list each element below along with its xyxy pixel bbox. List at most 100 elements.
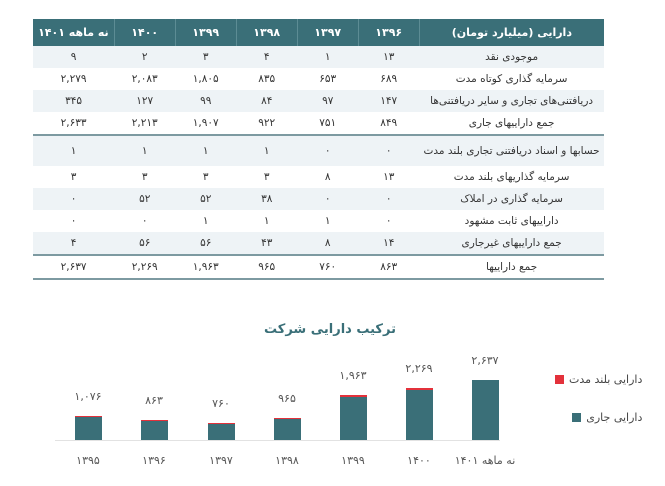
cell-value: ۴	[236, 46, 298, 68]
row-label: جمع داراییها	[419, 254, 604, 280]
bar	[406, 388, 433, 440]
cell-value: ۰	[297, 134, 359, 166]
row-label: جمع داراییهای جاری	[468, 117, 555, 129]
table-row: داراییهای ثابت مشهود ۰ ۱ ۱ ۱ ۰ ۰	[33, 210, 604, 232]
cell-value: ۹۷	[297, 90, 359, 112]
header-1401: نه ماهه ۱۴۰۱	[33, 19, 115, 46]
row-label: سرمایه گذاریهای بلند مدت	[453, 171, 570, 183]
x-axis-label: ۱۳۹۷	[209, 454, 233, 467]
header-1400: ۱۴۰۰	[114, 19, 176, 46]
cell-value: ۱	[236, 134, 298, 166]
cell-value: ۱	[324, 215, 331, 227]
cell-value: ۸۴۹	[380, 117, 398, 129]
cell-value: ۹۹	[175, 90, 237, 112]
table-row: دریافتنی‌های تجاری و سایر دریافتنی‌ها ۱۴۷…	[33, 90, 604, 112]
row-label: سرمایه گذاری کوتاه مدت	[455, 73, 568, 85]
cell-value: ۹۲۲	[258, 117, 276, 129]
table-row: سرمایه گذاریهای بلند مدت ۱۳ ۸ ۳ ۳ ۳ ۳	[33, 166, 604, 188]
cell-value: ۱۴	[358, 232, 420, 255]
bar-longterm-segment	[340, 395, 367, 397]
bar	[208, 423, 235, 440]
cell-value: ۹۶۵	[236, 254, 298, 280]
cell-value: ۴۳	[236, 232, 298, 255]
header-asset: دارایی (میلیارد تومان)	[419, 19, 604, 46]
bar-longterm-segment	[274, 418, 301, 419]
table-row: جمع داراییهای غیرجاری ۱۴ ۸ ۴۳ ۵۶ ۵۶ ۴	[33, 232, 604, 255]
cell-value: ۴	[33, 232, 115, 255]
cell-value: ۱,۹۰۷	[192, 117, 219, 129]
table-row: موجودی نقد ۱۳ ۱ ۴ ۳ ۲ ۹	[33, 46, 604, 68]
bar	[75, 416, 102, 440]
legend-swatch-teal	[572, 412, 582, 422]
cell-value: ۸	[324, 171, 331, 183]
cell-value: ۱	[297, 46, 359, 68]
cell-value: ۸۴	[236, 90, 298, 112]
row-label: حسابها و اسناد دریافتنی تجاری بلند مدت	[419, 134, 604, 166]
legend-item-longterm: دارایی بلند مدت	[555, 372, 642, 386]
header-1398: ۱۳۹۸	[236, 19, 298, 46]
cell-value: ۱	[175, 134, 237, 166]
cell-value: ۲,۲۶۹	[114, 254, 176, 280]
cell-value: ۱۳	[383, 171, 395, 183]
cell-value: ۳	[263, 171, 270, 183]
cell-value: ۶۸۹	[380, 73, 398, 85]
cell-value: ۲,۰۸۳	[131, 73, 158, 85]
cell-value: ۸۶۳	[358, 254, 420, 280]
cell-value: ۱	[33, 134, 115, 166]
row-label: سرمایه گذاری در املاک	[419, 188, 604, 210]
bar-total-label: ۹۶۵	[278, 392, 296, 405]
x-axis-label: ۱۳۹۶	[142, 454, 166, 467]
table-row: سرمایه گذاری در املاک ۰ ۰ ۳۸ ۵۲ ۵۲ ۰	[33, 188, 604, 210]
bar-total-label: ۷۶۰	[212, 397, 230, 410]
bar	[472, 380, 499, 440]
cell-value: ۳۸	[236, 188, 298, 210]
bar-total-label: ۸۶۳	[145, 394, 163, 407]
legend-swatch-red	[555, 374, 564, 384]
cell-value: ۲	[114, 46, 176, 68]
cell-value: ۲,۶۳۷	[33, 254, 115, 280]
bar-total-label: ۲,۲۶۹	[405, 362, 433, 375]
cell-value: ۳۴۵	[33, 90, 115, 112]
assets-table: دارایی (میلیارد تومان) ۱۳۹۶ ۱۳۹۷ ۱۳۹۸ ۱۳…	[33, 19, 604, 280]
cell-value: ۲,۶۳۳	[60, 117, 87, 129]
table-row: جمع داراییهای جاری ۸۴۹ ۷۵۱ ۹۲۲ ۱,۹۰۷ ۲,۲۱۳ ۲,۶…	[33, 112, 604, 135]
cell-value: ۶۵۳	[319, 73, 337, 85]
cell-value: ۱	[202, 215, 209, 227]
cell-value: ۵۶	[175, 232, 237, 255]
cell-value: ۰	[297, 188, 359, 210]
header-1396: ۱۳۹۶	[358, 19, 420, 46]
x-axis-label: ۱۳۹۵	[76, 454, 100, 467]
cell-value: ۳	[175, 46, 237, 68]
cell-value: ۵۶	[114, 232, 176, 255]
bar	[141, 420, 168, 440]
legend-item-current: دارایی جاری	[555, 410, 642, 424]
row-label: دریافتنی‌های تجاری و سایر دریافتنی‌ها	[419, 90, 604, 112]
cell-value: ۱	[114, 134, 176, 166]
cell-value: ۰	[141, 215, 148, 227]
row-label: داراییهای ثابت مشهود	[464, 215, 559, 227]
cell-value: ۱,۹۶۳	[175, 254, 237, 280]
cell-value: ۲,۲۷۹	[60, 73, 87, 85]
cell-value: ۱۲۷	[114, 90, 176, 112]
table-header-row: دارایی (میلیارد تومان) ۱۳۹۶ ۱۳۹۷ ۱۳۹۸ ۱۳…	[33, 19, 604, 46]
bar-longterm-segment	[75, 416, 102, 417]
cell-value: ۷۵۱	[319, 117, 337, 129]
legend-label: دارایی جاری	[586, 410, 643, 424]
bar-total-label: ۱,۹۶۳	[339, 369, 367, 382]
x-axis-label: نه ماهه ۱۴۰۱	[454, 454, 516, 467]
chart-legend: دارایی بلند مدت دارایی جاری	[555, 372, 642, 448]
cell-value: ۱	[263, 215, 270, 227]
header-1397: ۱۳۹۷	[297, 19, 359, 46]
cell-value: ۰	[33, 188, 115, 210]
cell-value: ۳	[202, 171, 209, 183]
x-axis-line	[55, 440, 500, 441]
x-axis-label: ۱۴۰۰	[407, 454, 431, 467]
cell-value: ۰	[70, 215, 77, 227]
cell-value: ۳	[70, 171, 77, 183]
cell-value: ۱,۸۰۵	[192, 73, 219, 85]
cell-value: ۲,۲۱۳	[131, 117, 158, 129]
table-row: جمع داراییها ۸۶۳ ۷۶۰ ۹۶۵ ۱,۹۶۳ ۲,۲۶۹ ۲,۶۳۷	[33, 254, 604, 280]
cell-value: ۱۴۷	[358, 90, 420, 112]
bar-longterm-segment	[406, 388, 433, 390]
chart-title: ترکیب دارایی شرکت	[264, 322, 396, 337]
